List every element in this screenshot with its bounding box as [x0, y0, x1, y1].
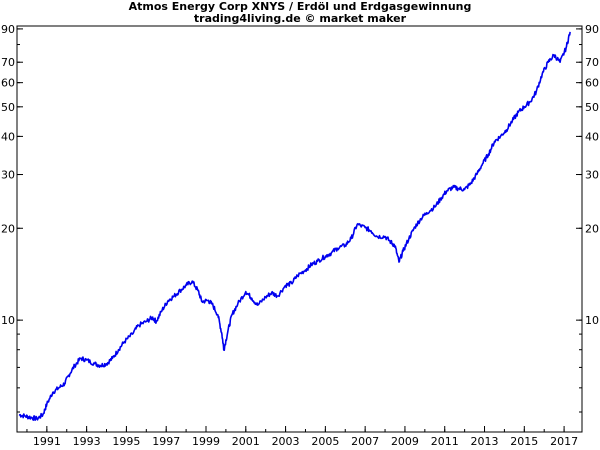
- y-tick-label-left: 60: [1, 77, 15, 90]
- x-tick-label: 1991: [33, 435, 61, 448]
- y-tick-label-right: 40: [585, 130, 599, 143]
- y-tick-label-right: 60: [585, 77, 599, 90]
- x-tick-label: 2003: [272, 435, 300, 448]
- y-tick-label-left: 40: [1, 130, 15, 143]
- chart-title: Atmos Energy Corp XNYS / Erdöl und Erdga…: [128, 0, 472, 13]
- left-axis: 90 70 60 50 40 30 20 10: [1, 23, 23, 413]
- chart-subtitle: trading4living.de © market maker: [193, 12, 407, 25]
- y-tick-label-right: 30: [585, 169, 599, 182]
- x-tick-label: 2009: [391, 435, 419, 448]
- x-tick-label: 2011: [431, 435, 459, 448]
- series-lines: [18, 31, 571, 422]
- x-tick-label: 1997: [152, 435, 180, 448]
- x-tick-label: 2005: [311, 435, 339, 448]
- y-tick-label-right: 20: [585, 222, 599, 235]
- y-tick-label-right: 10: [585, 314, 599, 327]
- x-axis: 1991 1993 1995 1997 1999 2001 2003 2005 2007 2009…: [26, 426, 578, 448]
- x-tick-label: 1995: [112, 435, 140, 448]
- x-tick-label: 2007: [351, 435, 379, 448]
- y-tick-label-left: 10: [1, 314, 15, 327]
- y-tick-label-left: 90: [1, 23, 15, 36]
- x-tick-label: 2001: [232, 435, 260, 448]
- x-tick-label: 2015: [510, 435, 538, 448]
- plot-frame: [16, 25, 583, 433]
- x-tick-label: 1993: [73, 435, 101, 448]
- price-line: [18, 31, 571, 422]
- y-tick-label-right: 50: [585, 101, 599, 114]
- y-tick-label-right: 70: [585, 56, 599, 69]
- y-tick-label-left: 30: [1, 169, 15, 182]
- y-tick-label-right: 90: [585, 23, 599, 36]
- x-tick-label: 2017: [550, 435, 578, 448]
- x-tick-label: 2013: [471, 435, 499, 448]
- y-tick-label-left: 50: [1, 101, 15, 114]
- y-tick-label-left: 70: [1, 56, 15, 69]
- right-axis: 90 70 60 50 40 30 20 10: [576, 23, 599, 413]
- x-tick-label: 1999: [192, 435, 220, 448]
- y-tick-label-left: 20: [1, 222, 15, 235]
